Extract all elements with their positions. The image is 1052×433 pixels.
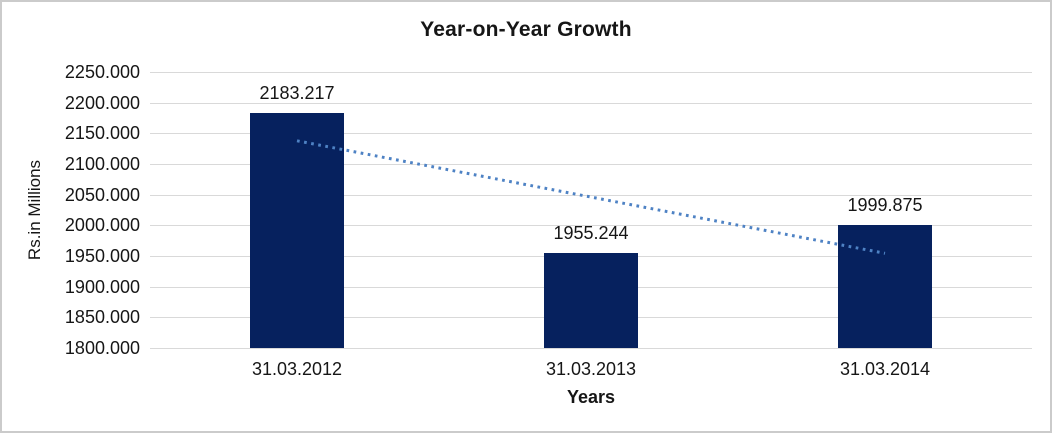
bar: [838, 225, 932, 348]
gridline: [150, 72, 1032, 73]
y-axis-tick-label: 2050.000: [64, 185, 140, 205]
bar-data-label: 1999.875: [847, 195, 923, 215]
x-axis-title: Years: [566, 387, 616, 407]
y-axis-tick-label: 2100.000: [64, 154, 140, 174]
chart-title: Year-on-Year Growth: [420, 18, 632, 41]
bar-data-label: 1955.244: [553, 223, 629, 243]
bar: [250, 113, 344, 348]
y-axis-tick-label: 2000.000: [64, 215, 140, 235]
x-axis-category-label: 31.03.2013: [545, 359, 637, 379]
x-axis-category-label: 31.03.2014: [839, 359, 931, 379]
y-axis-tick-label: 2200.000: [64, 93, 140, 113]
x-axis-category-label: 31.03.2012: [251, 359, 343, 379]
y-axis-tick-label: 1900.000: [64, 277, 140, 297]
gridline: [150, 133, 1032, 134]
y-axis-tick-label: 1800.000: [64, 338, 140, 358]
y-axis-tick-label: 1950.000: [64, 246, 140, 266]
gridline: [150, 103, 1032, 104]
gridline: [150, 348, 1032, 349]
y-axis-tick-label: 1850.000: [64, 307, 140, 327]
y-axis-tick-label: 2250.000: [64, 62, 140, 82]
bar-data-label: 2183.217: [259, 83, 335, 103]
y-axis-tick-label: 2150.000: [64, 123, 140, 143]
bar: [544, 253, 638, 348]
